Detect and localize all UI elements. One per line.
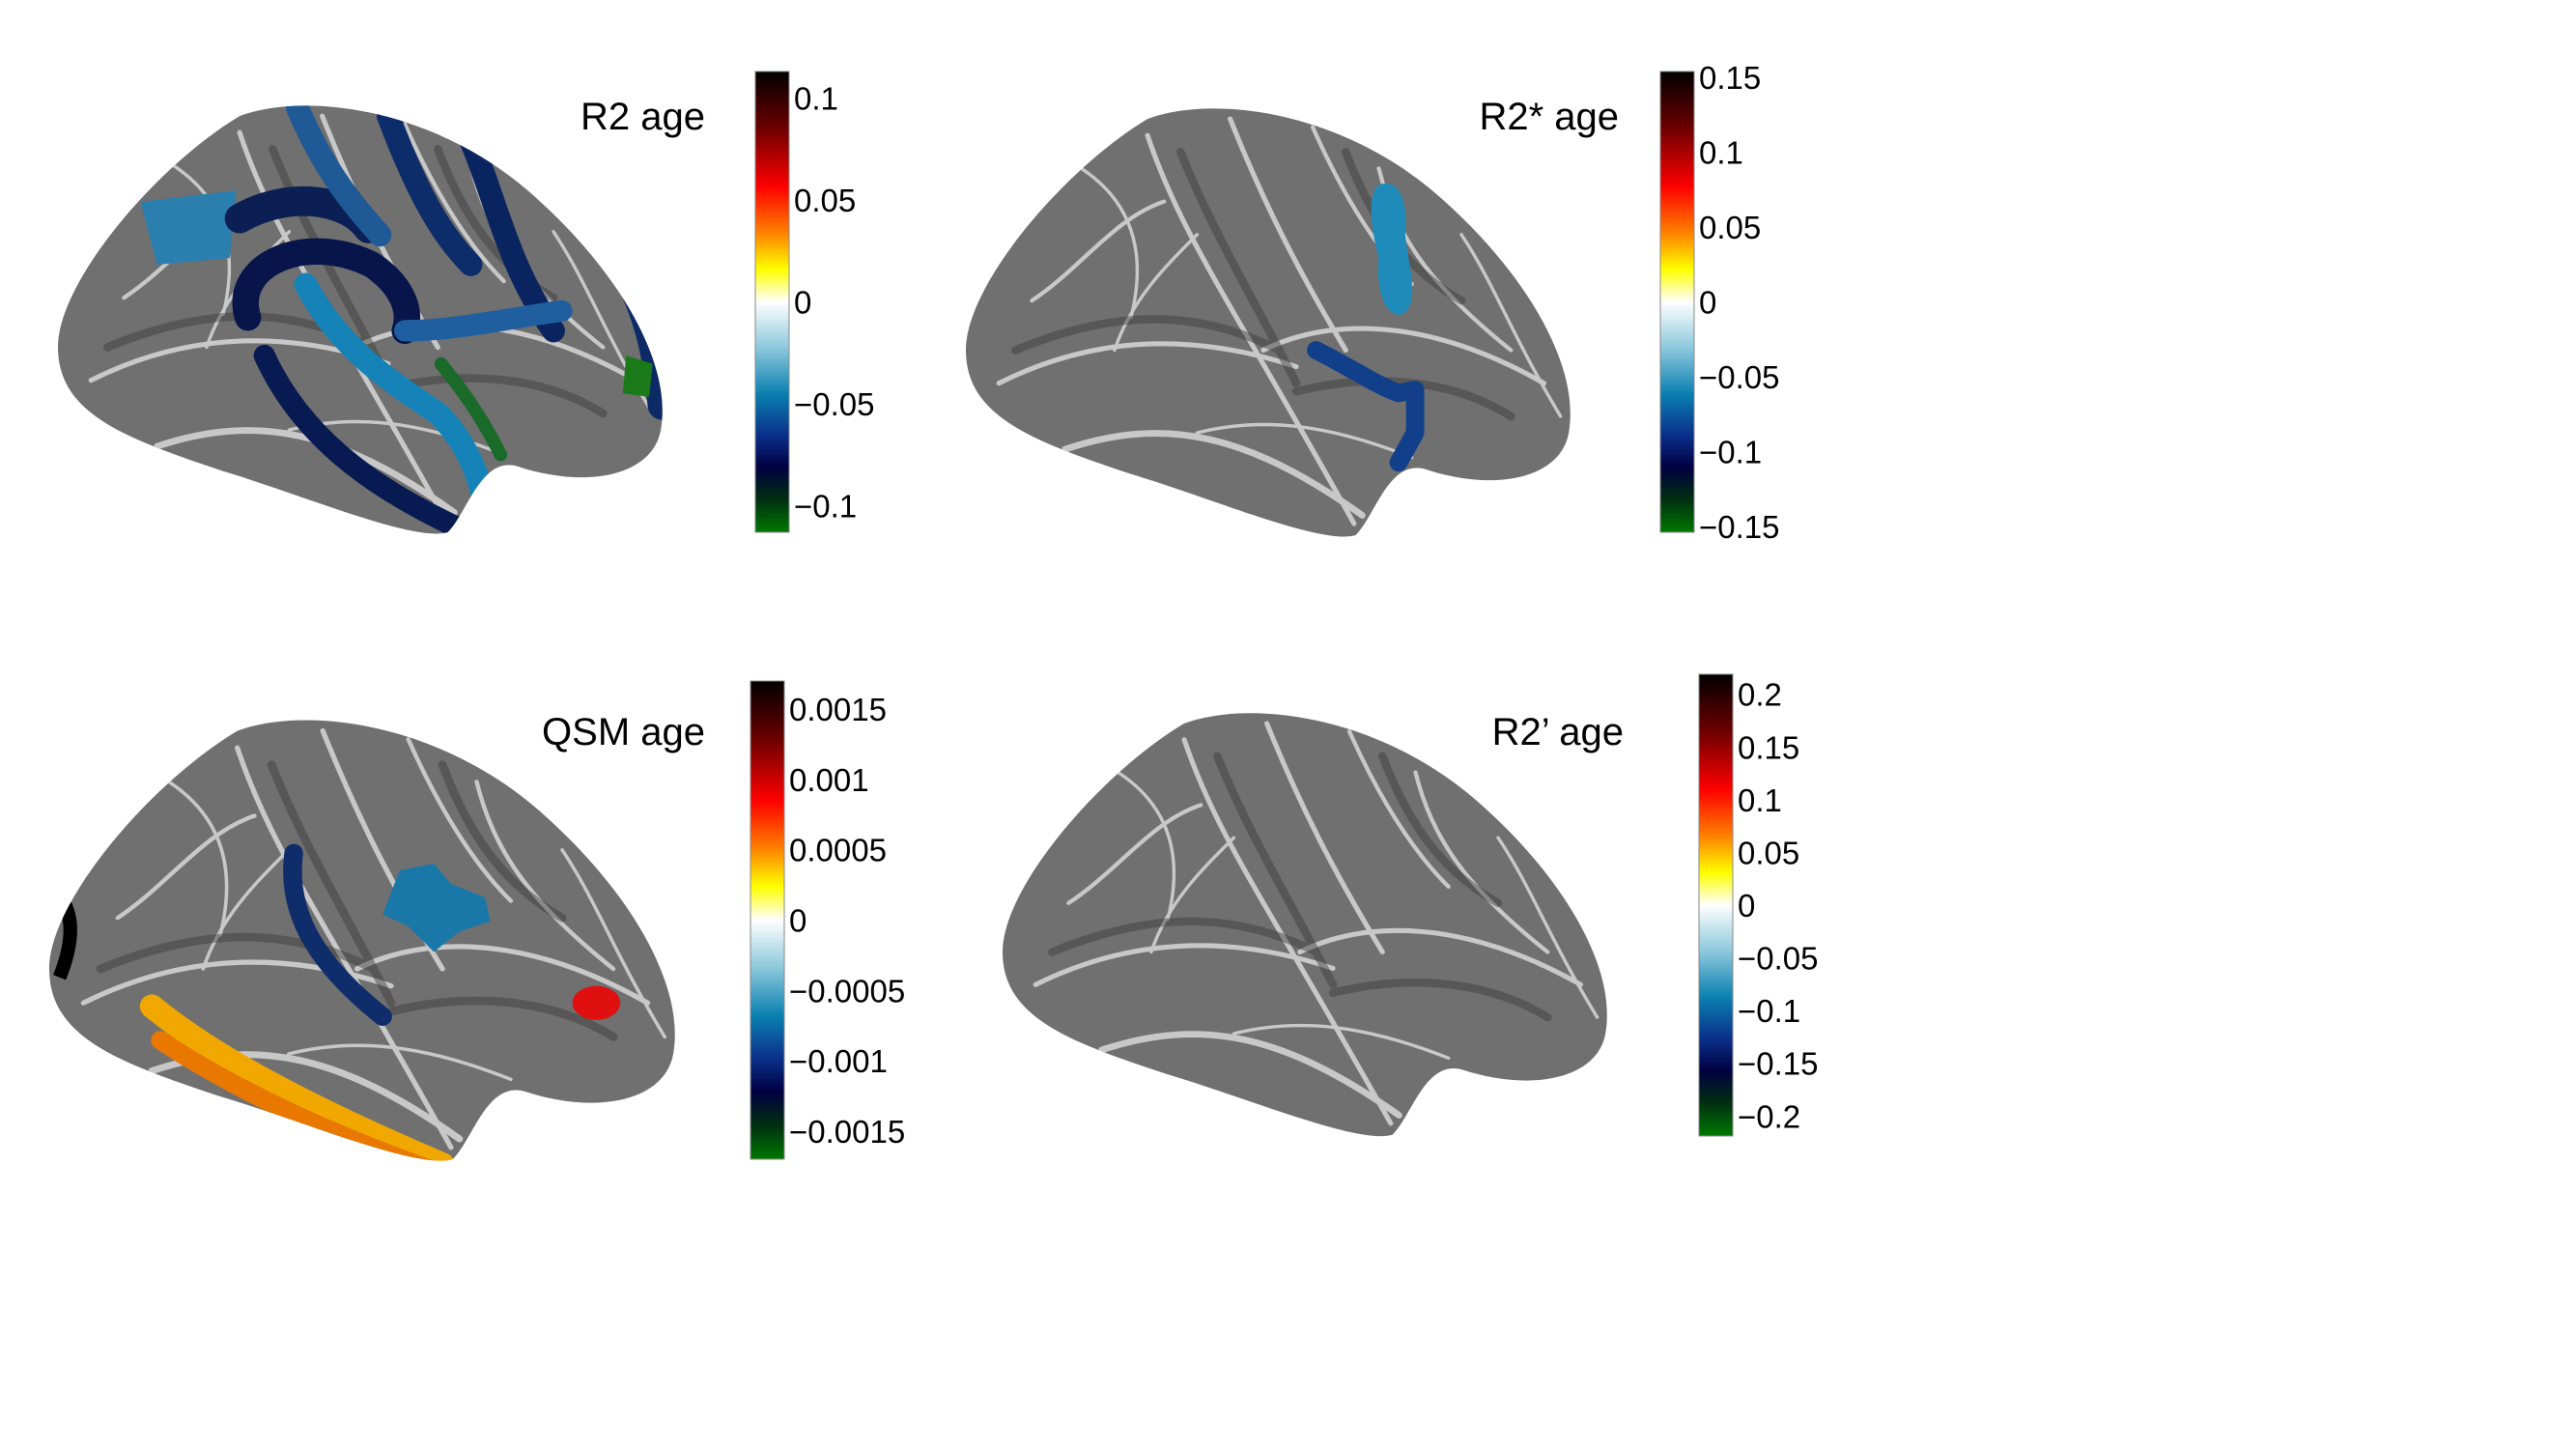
colorbar-tick-label: −0.15 (1738, 1046, 1819, 1082)
colorbar-tick-label: −0.2 (1738, 1098, 1800, 1134)
colorbar-tick-label: 0.1 (1738, 782, 1782, 818)
colorbar-tick-label: 0.2 (1738, 677, 1782, 713)
colorbar-tick-label: −0.05 (1699, 359, 1780, 395)
brain-surface (58, 105, 663, 534)
colorbar-tick-label: −0.1 (1699, 434, 1762, 469)
significant-regions (1307, 183, 1425, 472)
colorbar-tick-label: 0 (1699, 285, 1716, 321)
panel-title: R2’ age (1492, 711, 1624, 753)
significant-regions (140, 105, 663, 534)
colorbar-tick-label: 0.05 (1738, 835, 1799, 870)
colorbar-tick-label: 0 (794, 285, 811, 321)
colorbar-tick-label: 0.1 (794, 80, 838, 116)
colorbar-tick-label: 0 (1738, 888, 1755, 923)
brain-surface (966, 108, 1571, 537)
panel-title: QSM age (542, 711, 705, 753)
colorbar-gradient (754, 71, 790, 533)
colorbar-gradient (1698, 673, 1734, 1137)
colorbar: 0.1 0.05 0 −0.05 −0.1 (754, 71, 875, 533)
colorbar: 0.15 0.1 0.05 0 −0.05 −0.1 −0.15 (1659, 60, 1780, 545)
colorbar-tick-label: 0.15 (1699, 60, 1761, 96)
colorbar-tick-label: −0.1 (1738, 993, 1800, 1029)
colorbar-tick-label: −0.001 (789, 1043, 888, 1079)
colorbar-tick-label: −0.0015 (789, 1114, 905, 1150)
colorbar-tick-label: −0.0005 (789, 973, 905, 1009)
panel-r2prime-age: R2’ age 0.2 0.15 0.1 0.05 0 −0.05 −0.1 −0.15 −0.… (1003, 673, 1819, 1137)
panel-title: R2* age (1479, 96, 1619, 138)
colorbar-tick-label: −0.05 (794, 386, 875, 422)
colorbar-tick-label: −0.05 (1738, 941, 1819, 977)
panel-title: R2 age (580, 96, 705, 138)
colorbar-gradient (750, 680, 785, 1160)
colorbar-gradient (1659, 71, 1695, 533)
colorbar-tick-label: 0.05 (794, 183, 856, 218)
colorbar-tick-label: −0.15 (1699, 509, 1780, 545)
colorbar-tick-label: 0.001 (789, 762, 869, 798)
colorbar-tick-label: 0.0015 (789, 692, 887, 727)
colorbar-tick-label: 0.15 (1738, 729, 1799, 765)
colorbar-tick-label: 0.0005 (789, 833, 887, 868)
significant-regions (53, 843, 621, 1161)
brain-surface (49, 720, 675, 1161)
brain-surface (1003, 713, 1607, 1137)
panel-qsm-age: QSM age 0.0015 0.001 0.0005 0 −0.0005 −0.001 −… (49, 680, 905, 1161)
colorbar-tick-label: −0.1 (794, 489, 857, 525)
colorbar: 0.0015 0.001 0.0005 0 −0.0005 −0.001 −0.0015 (750, 680, 905, 1160)
panel-r2-age: R2 age 0.1 0.05 0 −0.05 −0.1 (58, 71, 875, 534)
colorbar-tick-label: 0 (789, 903, 807, 939)
colorbar: 0.2 0.15 0.1 0.05 0 −0.05 −0.1 −0.15 −0.2 (1698, 673, 1819, 1137)
colorbar-tick-label: 0.05 (1699, 210, 1761, 245)
colorbar-tick-label: 0.1 (1699, 135, 1743, 171)
panel-r2star-age: R2* age 0.15 0.1 0.05 0 −0.05 −0.1 −0.15 (966, 60, 1780, 545)
